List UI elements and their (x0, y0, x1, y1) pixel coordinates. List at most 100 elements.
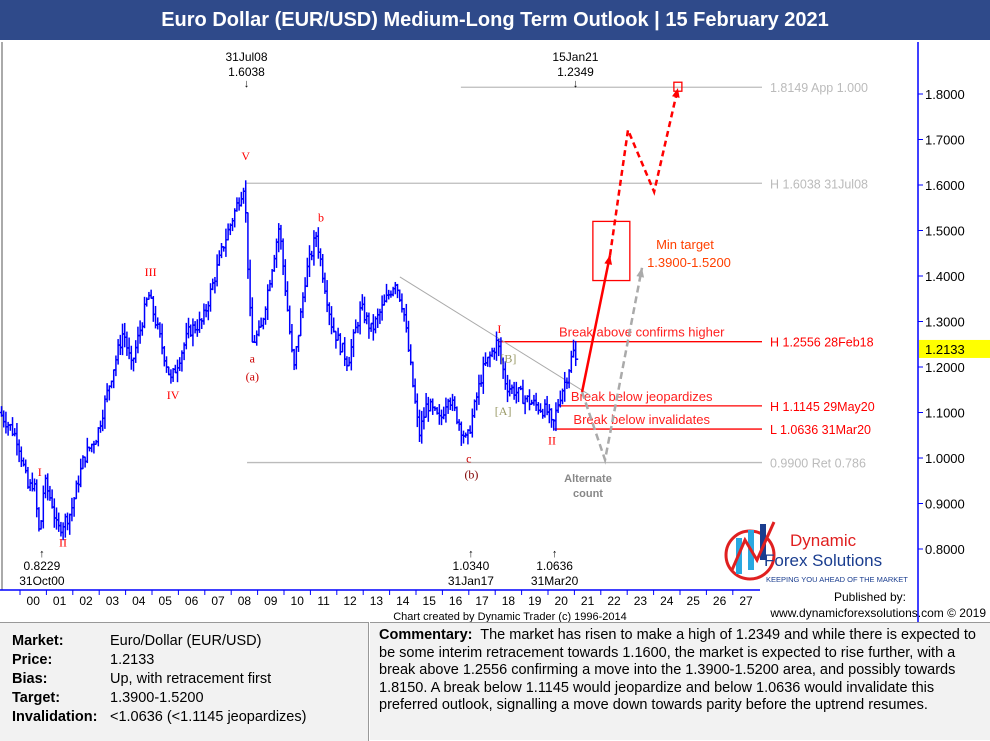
arrow-up-icon: ↑ (39, 548, 45, 560)
callout-date: 31Jul08 (225, 50, 267, 64)
x-tick-label: 06 (185, 594, 199, 608)
primary-forecast-path (580, 254, 612, 393)
callout-date: 31Jan17 (448, 574, 494, 588)
target-square (673, 81, 683, 92)
x-tick-label: 19 (528, 594, 542, 608)
x-tick-label: 27 (739, 594, 753, 608)
wave-label: IV (167, 388, 180, 402)
logo-line2: Forex Solutions (764, 551, 882, 570)
x-tick-label: 26 (713, 594, 727, 608)
price-chart: 0.9900 Ret 0.786 L 1.0636 31Mar20 H 1.1145… (0, 40, 990, 622)
callout-date: 15Jan21 (552, 50, 598, 64)
y-tick-label: 0.8000 (925, 542, 965, 557)
x-tick-label: 13 (370, 594, 384, 608)
x-tick-label: 04 (132, 594, 146, 608)
x-tick-label: 03 (106, 594, 120, 608)
x-tick-label: 15 (423, 594, 437, 608)
wave-label: [B] (500, 351, 516, 365)
x-tick-label: 00 (27, 594, 41, 608)
alternate-count-label: Alternate (564, 473, 612, 485)
alternate-forecast-path (580, 267, 644, 465)
callout-price: 1.2349 (557, 65, 594, 79)
x-tick-label: 09 (264, 594, 278, 608)
current-price-label: 1.2133 (925, 342, 965, 357)
x-tick-label: 11 (317, 594, 330, 608)
website: www.dynamicforexsolutions.com © 2019 (769, 606, 986, 620)
commentary-text: The market has risen to make a high of 1… (379, 627, 976, 714)
wave-label: (a) (246, 370, 259, 384)
y-tick-label: 1.2000 (925, 360, 965, 375)
bias-label: Bias: (12, 671, 48, 687)
callout-price: 1.6038 (228, 65, 265, 79)
y-tick-label: 1.4000 (925, 269, 965, 284)
arrow-down-icon: ↓ (244, 78, 250, 90)
target-label: Min target (656, 237, 714, 252)
wave-label: I (497, 322, 501, 336)
arrow-head-icon (672, 88, 680, 98)
callout-price: 1.0340 (453, 559, 490, 573)
level-label: 1.8149 App 1.000 (770, 81, 868, 95)
wave-label: I (38, 465, 42, 479)
price-value: 1.2133 (110, 652, 155, 668)
level-label: H 1.1145 29May20 (770, 400, 875, 414)
chart-title: Euro Dollar (EUR/USD) Medium-Long Term O… (0, 0, 990, 40)
x-tick-label: 20 (555, 594, 569, 608)
logo-line1: Dynamic (790, 531, 857, 550)
wave-label: III (145, 265, 157, 279)
y-tick-label: 1.3000 (925, 315, 965, 330)
x-tick-label: 07 (211, 594, 225, 608)
current-price-marker (919, 339, 990, 358)
callout-price: 0.8229 (24, 559, 61, 573)
published-by: Published by: (834, 590, 906, 604)
level-note: Break below invalidates (573, 412, 710, 427)
logo: Dynamic Forex Solutions KEEPING YOU AHEA… (724, 521, 908, 584)
x-tick-label: 08 (238, 594, 252, 608)
invalidation-value: <1.0636 (<1.1145 jeopardizes) (110, 709, 307, 725)
level-label: H 1.2556 28Feb18 (770, 336, 874, 350)
x-tick-label: 21 (581, 594, 595, 608)
y-tick-label: 1.5000 (925, 224, 965, 239)
target-label: Target: (12, 690, 61, 706)
callout-price: 1.0636 (536, 559, 573, 573)
chart-credit: Chart created by Dynamic Trader (c) 1996… (393, 611, 627, 622)
level-label: L 1.0636 31Mar20 (770, 423, 871, 437)
x-tick-label: 23 (634, 594, 648, 608)
y-tick-label: 1.7000 (925, 133, 965, 148)
alternate-count-label: count (573, 488, 603, 500)
wave-label: II (548, 433, 556, 447)
wave-label: II (59, 536, 67, 550)
arrow-head-icon (636, 267, 645, 278)
x-tick-label: 16 (449, 594, 463, 608)
target-range-label: 1.3900-1.5200 (647, 255, 731, 270)
bias-value: Up, with retracement first (110, 671, 272, 687)
x-tick-label: 25 (687, 594, 701, 608)
market-label: Market: (12, 633, 64, 649)
wave-label: (b) (464, 467, 478, 481)
x-tick-label: 18 (502, 594, 516, 608)
market-value: Euro/Dollar (EUR/USD) (110, 633, 262, 649)
target-zone-box (592, 220, 631, 282)
ohlc-bar (573, 340, 579, 367)
commentary-panel: Commentary: The market has risen to make… (370, 622, 990, 740)
callout-date: 31Mar20 (531, 574, 579, 588)
x-tick-label: 05 (159, 594, 173, 608)
x-tick-label: 02 (79, 594, 93, 608)
wave-label: b (318, 210, 324, 224)
logo-tagline: KEEPING YOU AHEAD OF THE MARKET (766, 575, 908, 584)
arrow-up-icon: ↑ (468, 548, 474, 560)
arrow-head-icon (604, 255, 613, 265)
price-label: Price: (12, 652, 53, 668)
summary-panel: Market: Euro/Dollar (EUR/USD) Price: 1.213… (0, 622, 369, 741)
arrow-up-icon: ↑ (552, 548, 558, 560)
y-tick-label: 1.8000 (925, 87, 965, 102)
level-note: Break above confirms higher (559, 325, 725, 340)
x-tick-label: 10 (291, 594, 305, 608)
level-label: 0.9900 Ret 0.786 (770, 457, 866, 471)
wave-label: c (466, 452, 471, 466)
commentary-label: Commentary: (379, 627, 473, 643)
x-tick-label: 14 (396, 594, 410, 608)
level-label: H 1.6038 31Jul08 (770, 177, 868, 191)
y-tick-label: 1.1000 (925, 406, 965, 421)
extended-forecast-path (608, 87, 680, 256)
invalidation-label: Invalidation: (12, 709, 98, 725)
